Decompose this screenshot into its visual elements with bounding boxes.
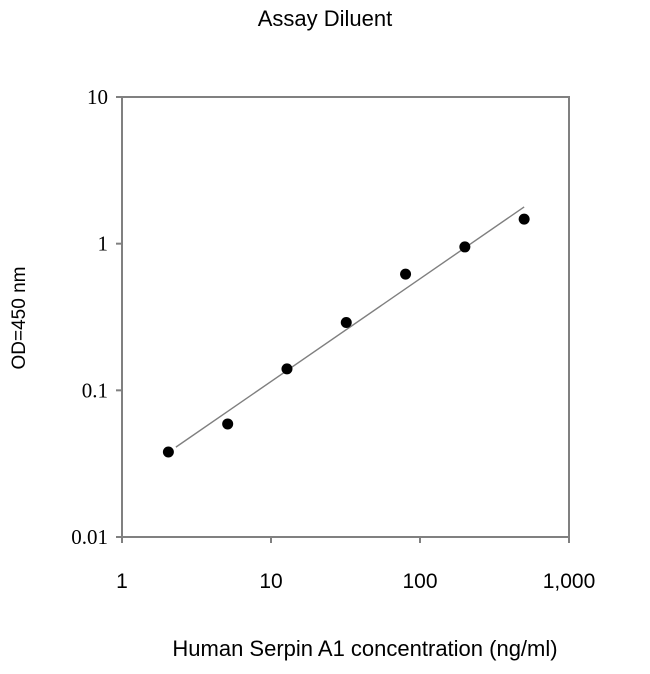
y-tick-label: 0.01: [71, 525, 108, 549]
x-tick-label: 1,000: [543, 570, 596, 593]
x-tick-label: 100: [402, 570, 437, 593]
fit-line: [175, 206, 525, 448]
x-tick-label: 10: [259, 570, 282, 593]
x-tick-label: 1: [116, 570, 128, 593]
data-point: [459, 241, 471, 253]
y-tick-label: 0.1: [82, 378, 108, 402]
data-point: [518, 213, 530, 225]
y-tick-label: 10: [87, 85, 108, 109]
data-point: [162, 446, 174, 458]
data-point: [222, 418, 234, 430]
x-axis-label: Human Serpin A1 concentration (ng/ml): [172, 636, 558, 661]
data-point: [400, 268, 412, 280]
y-tick-label: 1: [98, 232, 109, 256]
data-point: [340, 317, 352, 329]
data-point: [281, 363, 293, 375]
chart-title: Assay Diluent: [257, 6, 393, 31]
plot-frame: [121, 96, 570, 538]
